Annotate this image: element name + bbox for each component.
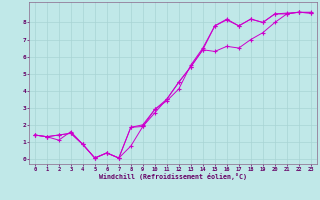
- X-axis label: Windchill (Refroidissement éolien,°C): Windchill (Refroidissement éolien,°C): [99, 173, 247, 180]
